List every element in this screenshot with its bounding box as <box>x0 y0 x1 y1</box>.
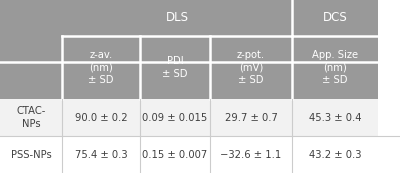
Text: z-av.
(nm)
± SD: z-av. (nm) ± SD <box>88 50 114 85</box>
Text: 29.7 ± 0.7: 29.7 ± 0.7 <box>224 113 278 123</box>
Text: 0.09 ± 0.015: 0.09 ± 0.015 <box>142 113 208 123</box>
Text: App. Size
(nm)
± SD: App. Size (nm) ± SD <box>312 50 358 85</box>
Bar <box>140 36 210 99</box>
Text: DLS: DLS <box>166 11 188 24</box>
Bar <box>0 0 62 36</box>
Bar <box>210 36 292 99</box>
Text: 75.4 ± 0.3: 75.4 ± 0.3 <box>75 149 127 160</box>
Bar <box>210 136 292 173</box>
Bar <box>0 99 62 136</box>
Bar <box>292 36 378 99</box>
Bar <box>62 0 292 36</box>
Bar <box>210 99 292 136</box>
Text: −32.6 ± 1.1: −32.6 ± 1.1 <box>220 149 282 160</box>
Bar <box>140 99 210 136</box>
Bar <box>292 0 378 36</box>
Bar <box>62 36 140 99</box>
Text: DCS: DCS <box>323 11 347 24</box>
Text: 45.3 ± 0.4: 45.3 ± 0.4 <box>309 113 361 123</box>
Bar <box>292 99 378 136</box>
Text: PSS-NPs: PSS-NPs <box>11 149 51 160</box>
Bar <box>0 136 62 173</box>
Text: CTAC-
NPs: CTAC- NPs <box>16 106 46 129</box>
Text: 90.0 ± 0.2: 90.0 ± 0.2 <box>75 113 127 123</box>
Bar <box>0 36 62 99</box>
Bar <box>62 99 140 136</box>
Text: 0.15 ± 0.007: 0.15 ± 0.007 <box>142 149 208 160</box>
Text: z-pot.
(mV)
± SD: z-pot. (mV) ± SD <box>237 50 265 85</box>
Bar <box>292 136 378 173</box>
Text: 43.2 ± 0.3: 43.2 ± 0.3 <box>309 149 361 160</box>
Bar <box>62 136 140 173</box>
Text: PDI
± SD: PDI ± SD <box>162 56 188 79</box>
Bar <box>140 136 210 173</box>
